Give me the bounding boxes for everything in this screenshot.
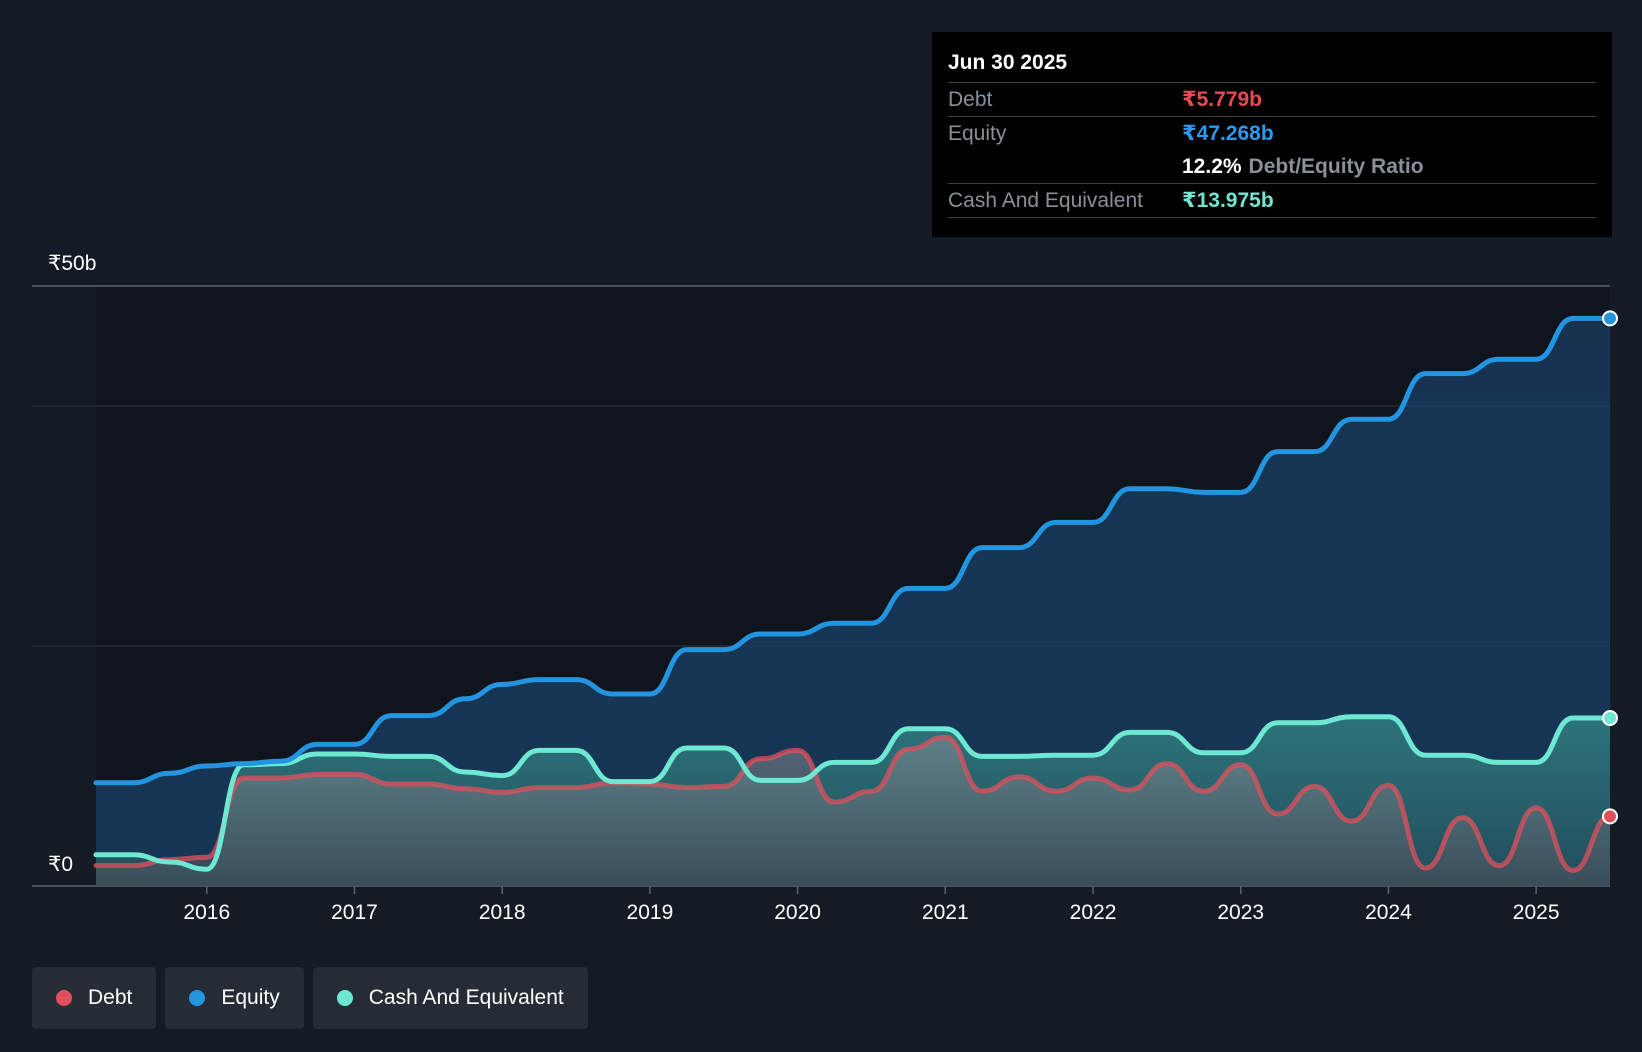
x-tick-label-2024: 2024	[1365, 901, 1412, 924]
x-tick-label-2023: 2023	[1217, 901, 1264, 924]
legend-dot-debt-icon	[56, 990, 72, 1006]
legend-dot-cash-icon	[336, 990, 353, 1006]
tooltip-debt-value: ₹5.779b	[1182, 88, 1262, 111]
x-tick-label-2018: 2018	[479, 901, 526, 924]
equity-end-marker[interactable]	[1602, 310, 1618, 327]
y-axis-label-bottom: ₹0	[48, 853, 73, 876]
data-tooltip: Jun 30 2025 Debt ₹5.779b Equity ₹47.268b…	[932, 32, 1612, 237]
x-tick-label-2016: 2016	[183, 901, 230, 924]
x-tick-label-2019: 2019	[627, 901, 674, 924]
equity-line	[93, 315, 1613, 786]
tooltip-equity-row: Equity ₹47.268b	[948, 117, 1596, 150]
legend-item-equity[interactable]: Equity	[165, 967, 304, 1029]
x-tick-label-2021: 2021	[922, 901, 969, 924]
cash-line	[93, 714, 1613, 872]
legend-label-cash: Cash And Equivalent	[368, 986, 564, 1009]
legend-label-equity: Equity	[221, 986, 280, 1009]
x-tick-label-2025: 2025	[1513, 901, 1560, 924]
x-tick-label-2022: 2022	[1070, 901, 1117, 924]
x-axis-ticks: 2016 2017 2018 2019 2020 2021 2022 2023 2024 2025	[183, 886, 1560, 924]
x-tick-label-2020: 2020	[774, 901, 821, 924]
tooltip-ratio-spacer	[948, 150, 1182, 183]
legend-label-debt: Debt	[88, 986, 133, 1009]
cash-end-marker[interactable]	[1602, 710, 1618, 726]
legend-item-cash[interactable]: Cash And Equivalent	[312, 967, 588, 1029]
tooltip-debt-row: Debt ₹5.779b	[948, 83, 1596, 117]
equity-area	[96, 318, 1610, 886]
tooltip-cash-row: Cash And Equivalent ₹13.975b	[948, 184, 1596, 218]
debt-end-marker[interactable]	[1602, 808, 1618, 825]
chart-legend: Debt Equity Cash And Equivalent	[32, 967, 597, 1029]
tooltip-equity-value: ₹47.268b	[1182, 122, 1274, 145]
tooltip-ratio-value: 12.2%	[1182, 155, 1242, 178]
tooltip-debt-label: Debt	[948, 88, 993, 111]
tooltip-cash-value: ₹13.975b	[1182, 189, 1274, 212]
tooltip-equity-label: Equity	[948, 122, 1007, 145]
debt-area	[96, 737, 1610, 886]
legend-item-debt[interactable]: Debt	[32, 967, 157, 1029]
legend-dot-equity-icon	[189, 990, 206, 1006]
tooltip-ratio-row: 12.2% Debt/Equity Ratio	[948, 150, 1596, 184]
tooltip-ratio-label: Debt/Equity Ratio	[1248, 155, 1424, 178]
tooltip-date: Jun 30 2025	[948, 48, 1596, 83]
x-tick-label-2017: 2017	[331, 901, 378, 924]
debt-line	[93, 734, 1613, 873]
y-axis-label-top: ₹50b	[48, 252, 96, 275]
tooltip-cash-label: Cash And Equivalent	[948, 189, 1143, 212]
